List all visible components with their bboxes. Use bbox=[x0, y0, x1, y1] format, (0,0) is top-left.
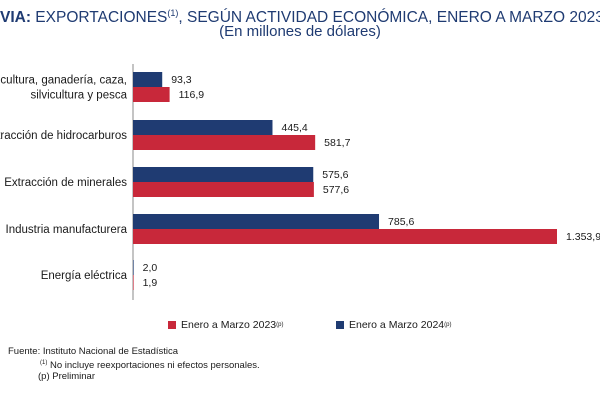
bar-2023 bbox=[133, 275, 134, 290]
category-label: Energía eléctrica bbox=[41, 270, 128, 282]
legend-swatch-2023 bbox=[168, 321, 176, 329]
bar-2023 bbox=[133, 135, 316, 150]
footnote-1-mark: (1) bbox=[40, 359, 48, 366]
footnote-1-text: No incluye reexportaciones ni efectos pe… bbox=[47, 359, 260, 371]
legend-item-2023: Enero a Marzo 2023 (p) bbox=[168, 319, 284, 331]
chart-notes: Fuente: Instituto Nacional de Estadístic… bbox=[8, 346, 260, 383]
legend-sup-2023: (p) bbox=[276, 322, 284, 328]
data-label: 1.353,9 bbox=[566, 231, 600, 243]
footnote-1: (1) No incluye reexportaciones ni efecto… bbox=[8, 358, 260, 372]
chart-title: VIA: EXPORTACIONES(1), SEGÚN ACTIVIDAD E… bbox=[0, 4, 600, 27]
data-label: 2,0 bbox=[143, 262, 158, 274]
bar-2024 bbox=[133, 72, 163, 87]
data-label: 1,9 bbox=[143, 277, 158, 289]
chart-legend: Enero a Marzo 2023 (p) Enero a Marzo 2024… bbox=[0, 319, 600, 335]
category-label: Industria manufacturera bbox=[6, 224, 128, 236]
bar-2024 bbox=[133, 214, 380, 229]
data-label: 575,6 bbox=[322, 169, 348, 181]
legend-label-2023: Enero a Marzo 2023 bbox=[181, 319, 277, 331]
data-label: 116,9 bbox=[179, 89, 205, 101]
data-label: 577,6 bbox=[323, 184, 349, 196]
data-label: 93,3 bbox=[171, 74, 192, 86]
category-label: Extracción de minerales bbox=[4, 177, 127, 189]
data-label: 445,4 bbox=[281, 122, 307, 134]
legend-sup-2024: (p) bbox=[444, 322, 452, 328]
category-label: Agricultura, ganadería, caza, bbox=[0, 75, 127, 87]
title-rest: , SEGÚN ACTIVIDAD ECONÓMICA, ENERO A MAR… bbox=[178, 9, 600, 27]
data-label: 785,6 bbox=[388, 216, 414, 228]
bar-2024 bbox=[133, 120, 273, 135]
category-label: Extracción de hidrocarburos bbox=[0, 130, 127, 142]
bar-2023 bbox=[133, 229, 557, 244]
source-note: Fuente: Instituto Nacional de Estadístic… bbox=[8, 346, 179, 357]
bar-2024 bbox=[133, 260, 134, 275]
bar-chart: Agricultura, ganadería, caza, silvicultur… bbox=[0, 64, 600, 300]
data-label: 581,7 bbox=[324, 137, 350, 149]
bar-2023 bbox=[133, 87, 170, 102]
title-lead: VIA: bbox=[0, 9, 31, 27]
category-label: silvicultura y pesca bbox=[30, 90, 127, 102]
bar-2023 bbox=[133, 182, 314, 197]
legend-swatch-2024 bbox=[336, 321, 344, 329]
title-footnote-mark: (1) bbox=[167, 8, 179, 18]
bar-2024 bbox=[133, 167, 314, 182]
title-main: EXPORTACIONES bbox=[31, 9, 168, 27]
footnote-preliminar: (p) Preliminar bbox=[38, 371, 96, 383]
legend-item-2024: Enero a Marzo 2024 (p) bbox=[336, 319, 452, 331]
chart-subtitle: (En millones de dólares) bbox=[219, 23, 381, 40]
legend-label-2024: Enero a Marzo 2024 bbox=[349, 319, 445, 331]
